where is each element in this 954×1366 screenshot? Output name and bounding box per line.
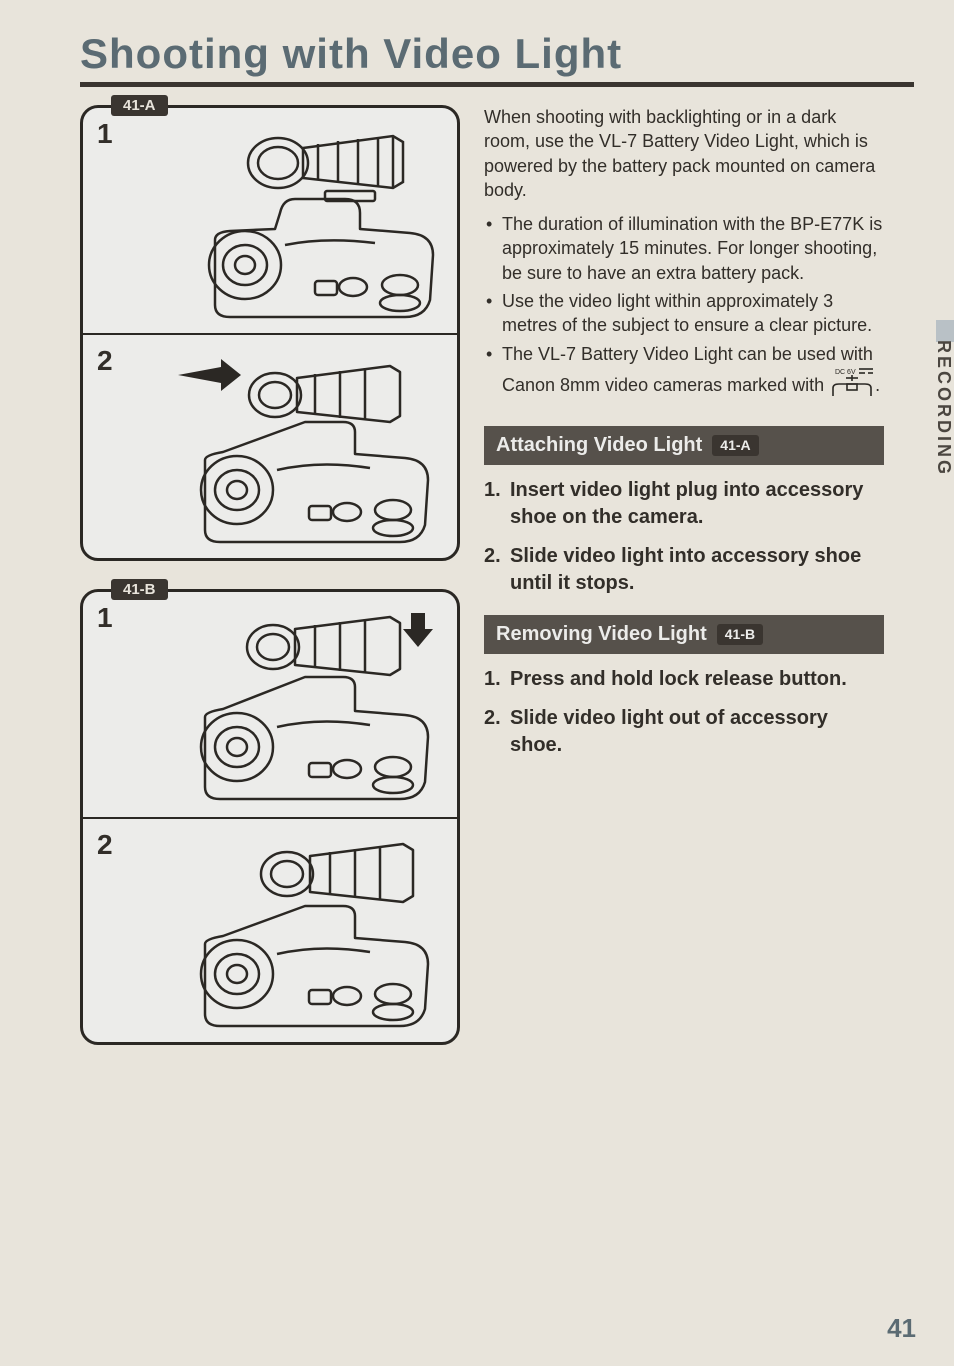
section-removing-ref: 41-B: [717, 624, 763, 645]
section-attaching-ref: 41-A: [712, 435, 758, 456]
notes-list: The duration of illumination with the BP…: [484, 212, 884, 406]
svg-text:DC 6V: DC 6V: [835, 369, 856, 376]
figure-panel-b: 41-B 1: [80, 589, 460, 1045]
side-section-marker: [936, 320, 954, 342]
steps-removing: 1.Press and hold lock release button. 2.…: [484, 666, 884, 759]
figure-a-step1: 1: [83, 108, 457, 333]
figure-a-step2: 2: [83, 333, 457, 558]
camera-slide-out-icon: [165, 834, 445, 1034]
title-rule: [80, 82, 914, 87]
step-text: Press and hold lock release button.: [510, 666, 847, 693]
figure-panel-a: 41-A 1: [80, 105, 460, 561]
section-removing-bar: Removing Video Light 41-B: [484, 615, 884, 654]
step-text: Slide video light out of accessory shoe.: [510, 705, 884, 759]
note-item: Use the video light within approximately…: [484, 289, 884, 338]
note-item-text: The VL-7 Battery Video Light can be used…: [502, 344, 873, 395]
step-text: Insert video light plug into accessory s…: [510, 477, 884, 531]
side-tab-label: RECORDING: [933, 340, 954, 477]
figure-a-step2-num: 2: [97, 345, 113, 377]
text-column: When shooting with backlighting or in a …: [484, 105, 914, 1073]
figure-b-step1: 1: [83, 592, 457, 817]
step-item: 2.Slide video light into accessory shoe …: [484, 543, 884, 597]
step-num: 2.: [484, 543, 510, 597]
intro-paragraph: When shooting with backlighting or in a …: [484, 105, 884, 202]
page-title: Shooting with Video Light: [80, 30, 914, 78]
figures-column: 41-A 1: [80, 105, 460, 1073]
section-removing-title: Removing Video Light: [496, 621, 707, 648]
step-text: Slide video light into accessory shoe un…: [510, 543, 884, 597]
step-item: 1.Insert video light plug into accessory…: [484, 477, 884, 531]
figure-b-step2: 2: [83, 817, 457, 1042]
accessory-shoe-mark-icon: DC 6V: [829, 366, 875, 406]
note-item: The duration of illumination with the BP…: [484, 212, 884, 285]
note-item: The VL-7 Battery Video Light can be used…: [484, 342, 884, 407]
content-row: 41-A 1: [80, 105, 914, 1073]
step-item: 2.Slide video light out of accessory sho…: [484, 705, 884, 759]
step-item: 1.Press and hold lock release button.: [484, 666, 884, 693]
step-num: 1.: [484, 477, 510, 531]
page-number: 41: [887, 1313, 916, 1344]
step-num: 2.: [484, 705, 510, 759]
camera-icon: [175, 185, 445, 325]
figure-b-step2-num: 2: [97, 829, 113, 861]
steps-attaching: 1.Insert video light plug into accessory…: [484, 477, 884, 597]
camera-with-light-icon: [165, 360, 445, 550]
figure-a-step1-num: 1: [97, 118, 113, 150]
figure-b-step1-num: 1: [97, 602, 113, 634]
camera-press-lock-icon: [165, 609, 445, 809]
step-num: 1.: [484, 666, 510, 693]
section-attaching-bar: Attaching Video Light 41-A: [484, 426, 884, 465]
section-attaching-title: Attaching Video Light: [496, 432, 702, 459]
